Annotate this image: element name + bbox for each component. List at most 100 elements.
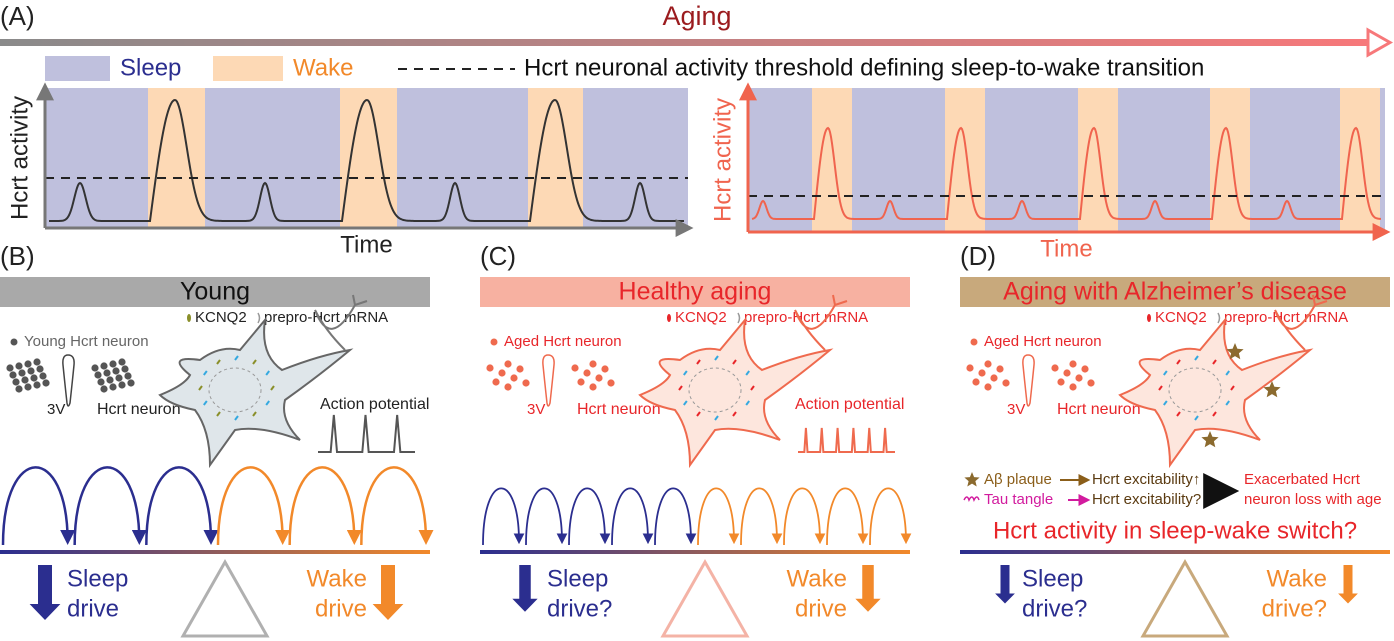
drive-arc	[525, 487, 568, 546]
plaque-icon	[1263, 381, 1281, 398]
drive-arc	[611, 487, 654, 546]
plaque-icon	[1201, 431, 1219, 448]
neuron-dot	[972, 378, 980, 386]
tangle-effect: Hcrt excitability?	[1092, 491, 1201, 508]
neuron-dot	[1087, 379, 1095, 387]
channel	[714, 355, 719, 361]
fulcrum	[180, 558, 270, 638]
neuron-dot	[36, 365, 44, 373]
tangle-icon	[963, 496, 980, 502]
neuron-dot	[984, 360, 992, 368]
neuron-dot	[118, 381, 126, 389]
drive-arc	[783, 487, 826, 546]
group-label: Aged Hcrt neuron	[504, 333, 622, 350]
aging-arrow-head	[1366, 27, 1394, 58]
fulcrum	[660, 558, 750, 638]
channel	[1225, 370, 1230, 376]
neuron-dot	[601, 365, 609, 373]
mrna-icon	[1217, 312, 1221, 324]
channel	[252, 411, 257, 417]
drive-arc	[1, 466, 76, 546]
channel	[1212, 411, 1217, 417]
group-dot	[970, 338, 978, 346]
panel: (B) Young KCNQ2 prepro-Hcrt mRNA Young Hcrt …	[0, 241, 434, 638]
panel-label: (D)	[960, 241, 996, 271]
channel	[234, 355, 239, 361]
neuron-dot	[486, 364, 494, 372]
group-label: Aged Hcrt neuron	[984, 333, 1102, 350]
wake-drive-label: Wake	[1267, 565, 1327, 592]
x-axis-label: Time	[340, 231, 392, 258]
neuron-dot	[100, 385, 108, 393]
channel	[203, 370, 208, 376]
title-bar	[0, 277, 430, 307]
action-potential-trace	[798, 427, 895, 453]
kcnq2-icon	[1147, 314, 1151, 322]
channel	[252, 359, 257, 365]
channel	[750, 385, 755, 391]
neuron-dot	[33, 381, 41, 389]
neuron-dot	[571, 364, 579, 372]
third-ventricle	[62, 354, 75, 407]
neuron-dot	[504, 360, 512, 368]
wake-drive-label: drive	[315, 595, 367, 622]
neuron-dot	[24, 383, 32, 391]
drive-arc	[654, 487, 697, 546]
channel	[1212, 359, 1217, 365]
wake-drive-label: Wake	[787, 565, 847, 592]
channel	[1158, 385, 1163, 391]
neuron-dot	[1075, 374, 1083, 382]
panel-title: Aging with Alzheimer’s disease	[1003, 278, 1347, 306]
neuron-dot	[990, 374, 998, 382]
action-potential-label: Action potential	[320, 396, 429, 413]
channel	[696, 411, 701, 417]
neuron-dot	[1069, 360, 1077, 368]
neuron-dot	[121, 365, 129, 373]
channel	[1230, 385, 1235, 391]
neuron-dot	[1051, 364, 1059, 372]
channel	[1176, 359, 1181, 365]
panel-label: (B)	[0, 241, 35, 271]
channel	[1176, 411, 1181, 417]
plaque-icon	[1226, 343, 1244, 360]
drive-arc	[360, 466, 434, 546]
neuron-dot	[42, 379, 50, 387]
mrna-label: prepro-Hcrt mRNA	[1224, 309, 1348, 326]
legend-wake: Wake	[293, 54, 353, 81]
neuron-dot	[97, 378, 105, 386]
wake-drive-label: Wake	[307, 565, 367, 592]
sleep-drive-label: Sleep	[547, 565, 608, 592]
wake-band	[945, 88, 985, 232]
neuron-dot	[6, 364, 14, 372]
channel	[1194, 355, 1199, 361]
plaque-label: Aβ plaque	[984, 471, 1052, 488]
neuron-dot	[504, 383, 512, 391]
sleep-drive-label: Sleep	[1022, 565, 1083, 592]
neuron-dot	[966, 364, 974, 372]
panel-label: (A)	[0, 1, 35, 31]
neuron-label: Hcrt neuron	[97, 401, 181, 418]
wake-band	[1210, 88, 1250, 232]
neuron-dot	[12, 378, 20, 386]
wake-drive-arrow	[855, 565, 881, 612]
neuron-dot	[112, 367, 120, 375]
neuron-dot	[39, 372, 47, 380]
ventricle-label: 3V	[527, 401, 545, 418]
panel-title: Healthy aging	[619, 278, 772, 306]
action-potential-label: Action potential	[795, 396, 904, 413]
panel: (D)Aging with Alzheimer’s disease KCNQ2 pr…	[960, 241, 1390, 638]
neuron-dot	[1002, 379, 1010, 387]
kcnq2-label: KCNQ2	[675, 309, 727, 326]
wake-band	[528, 88, 583, 228]
wake-drive-label: drive	[795, 595, 847, 622]
neuron-dot	[124, 372, 132, 380]
channel	[714, 415, 719, 421]
wake-band	[1078, 88, 1118, 232]
neuron-dot	[33, 358, 41, 366]
neuron-dot	[1081, 365, 1089, 373]
activity-curve	[751, 126, 1381, 220]
nucleus	[208, 367, 262, 413]
channel	[696, 359, 701, 365]
seesaw-beam	[960, 550, 1390, 554]
